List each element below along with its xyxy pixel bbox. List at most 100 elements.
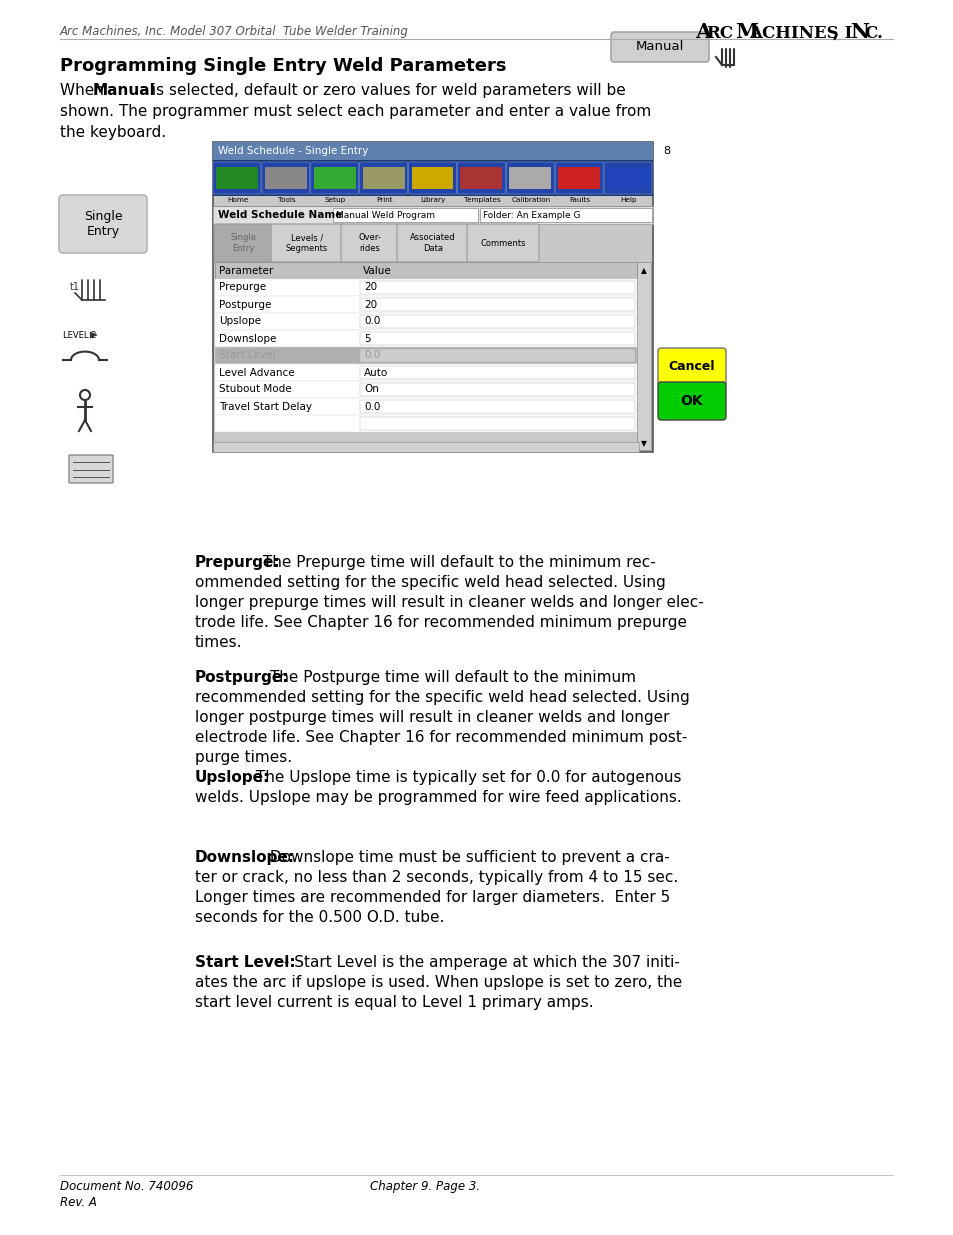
Text: is selected, default or zero values for weld parameters will be: is selected, default or zero values for …	[147, 83, 625, 98]
Text: the keyboard.: the keyboard.	[60, 125, 166, 140]
Text: Faults: Faults	[569, 198, 590, 203]
Bar	[214, 347, 637, 364]
Text: Comments: Comments	[479, 238, 525, 247]
Bar	[359, 417, 635, 430]
Bar	[214, 279, 637, 296]
FancyBboxPatch shape	[59, 195, 147, 253]
Bar	[460, 167, 502, 189]
Text: longer prepurge times will result in cleaner welds and longer elec-: longer prepurge times will result in cle…	[194, 595, 703, 610]
Text: Value: Value	[363, 266, 392, 275]
Bar	[558, 167, 599, 189]
Bar	[606, 167, 648, 189]
Bar	[359, 366, 635, 379]
Text: 0.0: 0.0	[364, 351, 380, 361]
Text: On: On	[364, 384, 378, 394]
Text: ter or crack, no less than 2 seconds, typically from 4 to 15 sec.: ter or crack, no less than 2 seconds, ty…	[194, 869, 678, 885]
Bar	[359, 400, 635, 412]
Text: t1: t1	[70, 282, 80, 291]
Text: Start Level: Start Level	[219, 351, 275, 361]
Text: Prepurge: Prepurge	[219, 283, 266, 293]
Bar	[213, 206, 652, 224]
Text: Rev. A: Rev. A	[60, 1195, 97, 1209]
Text: Levels /
Segments: Levels / Segments	[286, 233, 328, 253]
Text: Library: Library	[420, 198, 445, 203]
Text: The Postpurge time will default to the minimum: The Postpurge time will default to the m…	[265, 671, 636, 685]
Bar	[359, 282, 635, 294]
Text: Single
Entry: Single Entry	[231, 233, 256, 253]
FancyBboxPatch shape	[262, 162, 310, 194]
FancyBboxPatch shape	[555, 162, 602, 194]
Text: Postpurge:: Postpurge:	[194, 671, 289, 685]
Bar	[213, 142, 652, 452]
Text: Manual Weld Program: Manual Weld Program	[335, 210, 435, 220]
Text: ates the arc if upslope is used. When upslope is set to zero, the: ates the arc if upslope is used. When up…	[194, 974, 681, 990]
Bar	[479, 207, 651, 222]
Text: Folder: An Example G: Folder: An Example G	[482, 210, 579, 220]
Bar	[359, 350, 635, 362]
FancyBboxPatch shape	[213, 224, 273, 262]
Text: Downslope:: Downslope:	[194, 850, 294, 864]
Text: ACHINES: ACHINES	[748, 25, 838, 42]
Text: Programming Single Entry Weld Parameters: Programming Single Entry Weld Parameters	[60, 57, 506, 75]
FancyBboxPatch shape	[408, 162, 456, 194]
Text: trode life. See Chapter 16 for recommended minimum prepurge: trode life. See Chapter 16 for recommend…	[194, 615, 686, 630]
Text: seconds for the 0.500 O.D. tube.: seconds for the 0.500 O.D. tube.	[194, 910, 444, 925]
FancyBboxPatch shape	[610, 32, 708, 62]
FancyBboxPatch shape	[69, 454, 112, 483]
Text: Upslope: Upslope	[219, 316, 261, 326]
Bar	[213, 161, 652, 196]
Text: Templates: Templates	[463, 198, 499, 203]
Text: Weld Schedule - Single Entry: Weld Schedule - Single Entry	[218, 146, 368, 156]
Text: A: A	[695, 22, 711, 42]
Bar	[637, 262, 650, 450]
FancyBboxPatch shape	[658, 348, 725, 387]
Bar	[362, 167, 404, 189]
Text: times.: times.	[194, 635, 242, 650]
Bar	[214, 262, 637, 279]
Text: Parameter: Parameter	[219, 266, 273, 275]
Text: Longer times are recommended for larger diameters.  Enter 5: Longer times are recommended for larger …	[194, 890, 670, 905]
FancyBboxPatch shape	[506, 162, 554, 194]
Text: N: N	[849, 22, 868, 42]
Text: ▲: ▲	[640, 266, 646, 275]
Bar	[333, 207, 477, 222]
Text: Document No. 740096: Document No. 740096	[60, 1179, 193, 1193]
Bar	[213, 442, 639, 452]
FancyBboxPatch shape	[271, 224, 343, 262]
Text: OK: OK	[680, 394, 702, 408]
Text: Manual: Manual	[635, 41, 683, 53]
Text: Help: Help	[619, 198, 637, 203]
Text: 8: 8	[662, 146, 669, 156]
Text: M: M	[734, 22, 758, 42]
Text: longer postpurge times will result in cleaner welds and longer: longer postpurge times will result in cl…	[194, 710, 669, 725]
FancyBboxPatch shape	[311, 162, 358, 194]
Text: Upslope:: Upslope:	[194, 769, 270, 785]
Text: 0.0: 0.0	[364, 401, 380, 411]
Bar	[215, 167, 257, 189]
Bar	[359, 315, 635, 329]
Text: When: When	[60, 83, 109, 98]
FancyBboxPatch shape	[396, 224, 469, 262]
FancyBboxPatch shape	[213, 162, 260, 194]
Text: Level Advance: Level Advance	[219, 368, 294, 378]
Bar	[214, 398, 637, 415]
Bar	[214, 415, 637, 432]
Text: The Upslope time is typically set for 0.0 for autogenous: The Upslope time is typically set for 0.…	[251, 769, 680, 785]
Bar	[265, 167, 307, 189]
Text: Stubout Mode: Stubout Mode	[219, 384, 292, 394]
Text: Downslope: Downslope	[219, 333, 276, 343]
Bar	[359, 332, 635, 345]
Text: 20: 20	[364, 300, 376, 310]
Text: Arc Machines, Inc. Model 307 Orbital  Tube Welder Training: Arc Machines, Inc. Model 307 Orbital Tub…	[60, 25, 409, 38]
Text: Weld Schedule Name: Weld Schedule Name	[218, 210, 342, 220]
Bar	[214, 364, 637, 382]
Text: Home: Home	[227, 198, 248, 203]
Text: Single
Entry: Single Entry	[84, 210, 122, 238]
Bar	[213, 142, 652, 161]
Text: ommended setting for the specific weld head selected. Using: ommended setting for the specific weld h…	[194, 576, 665, 590]
Bar	[411, 167, 453, 189]
FancyBboxPatch shape	[658, 382, 725, 420]
FancyBboxPatch shape	[467, 224, 538, 262]
Text: recommended setting for the specific weld head selected. Using: recommended setting for the specific wel…	[194, 690, 689, 705]
Text: Manual: Manual	[92, 83, 155, 98]
